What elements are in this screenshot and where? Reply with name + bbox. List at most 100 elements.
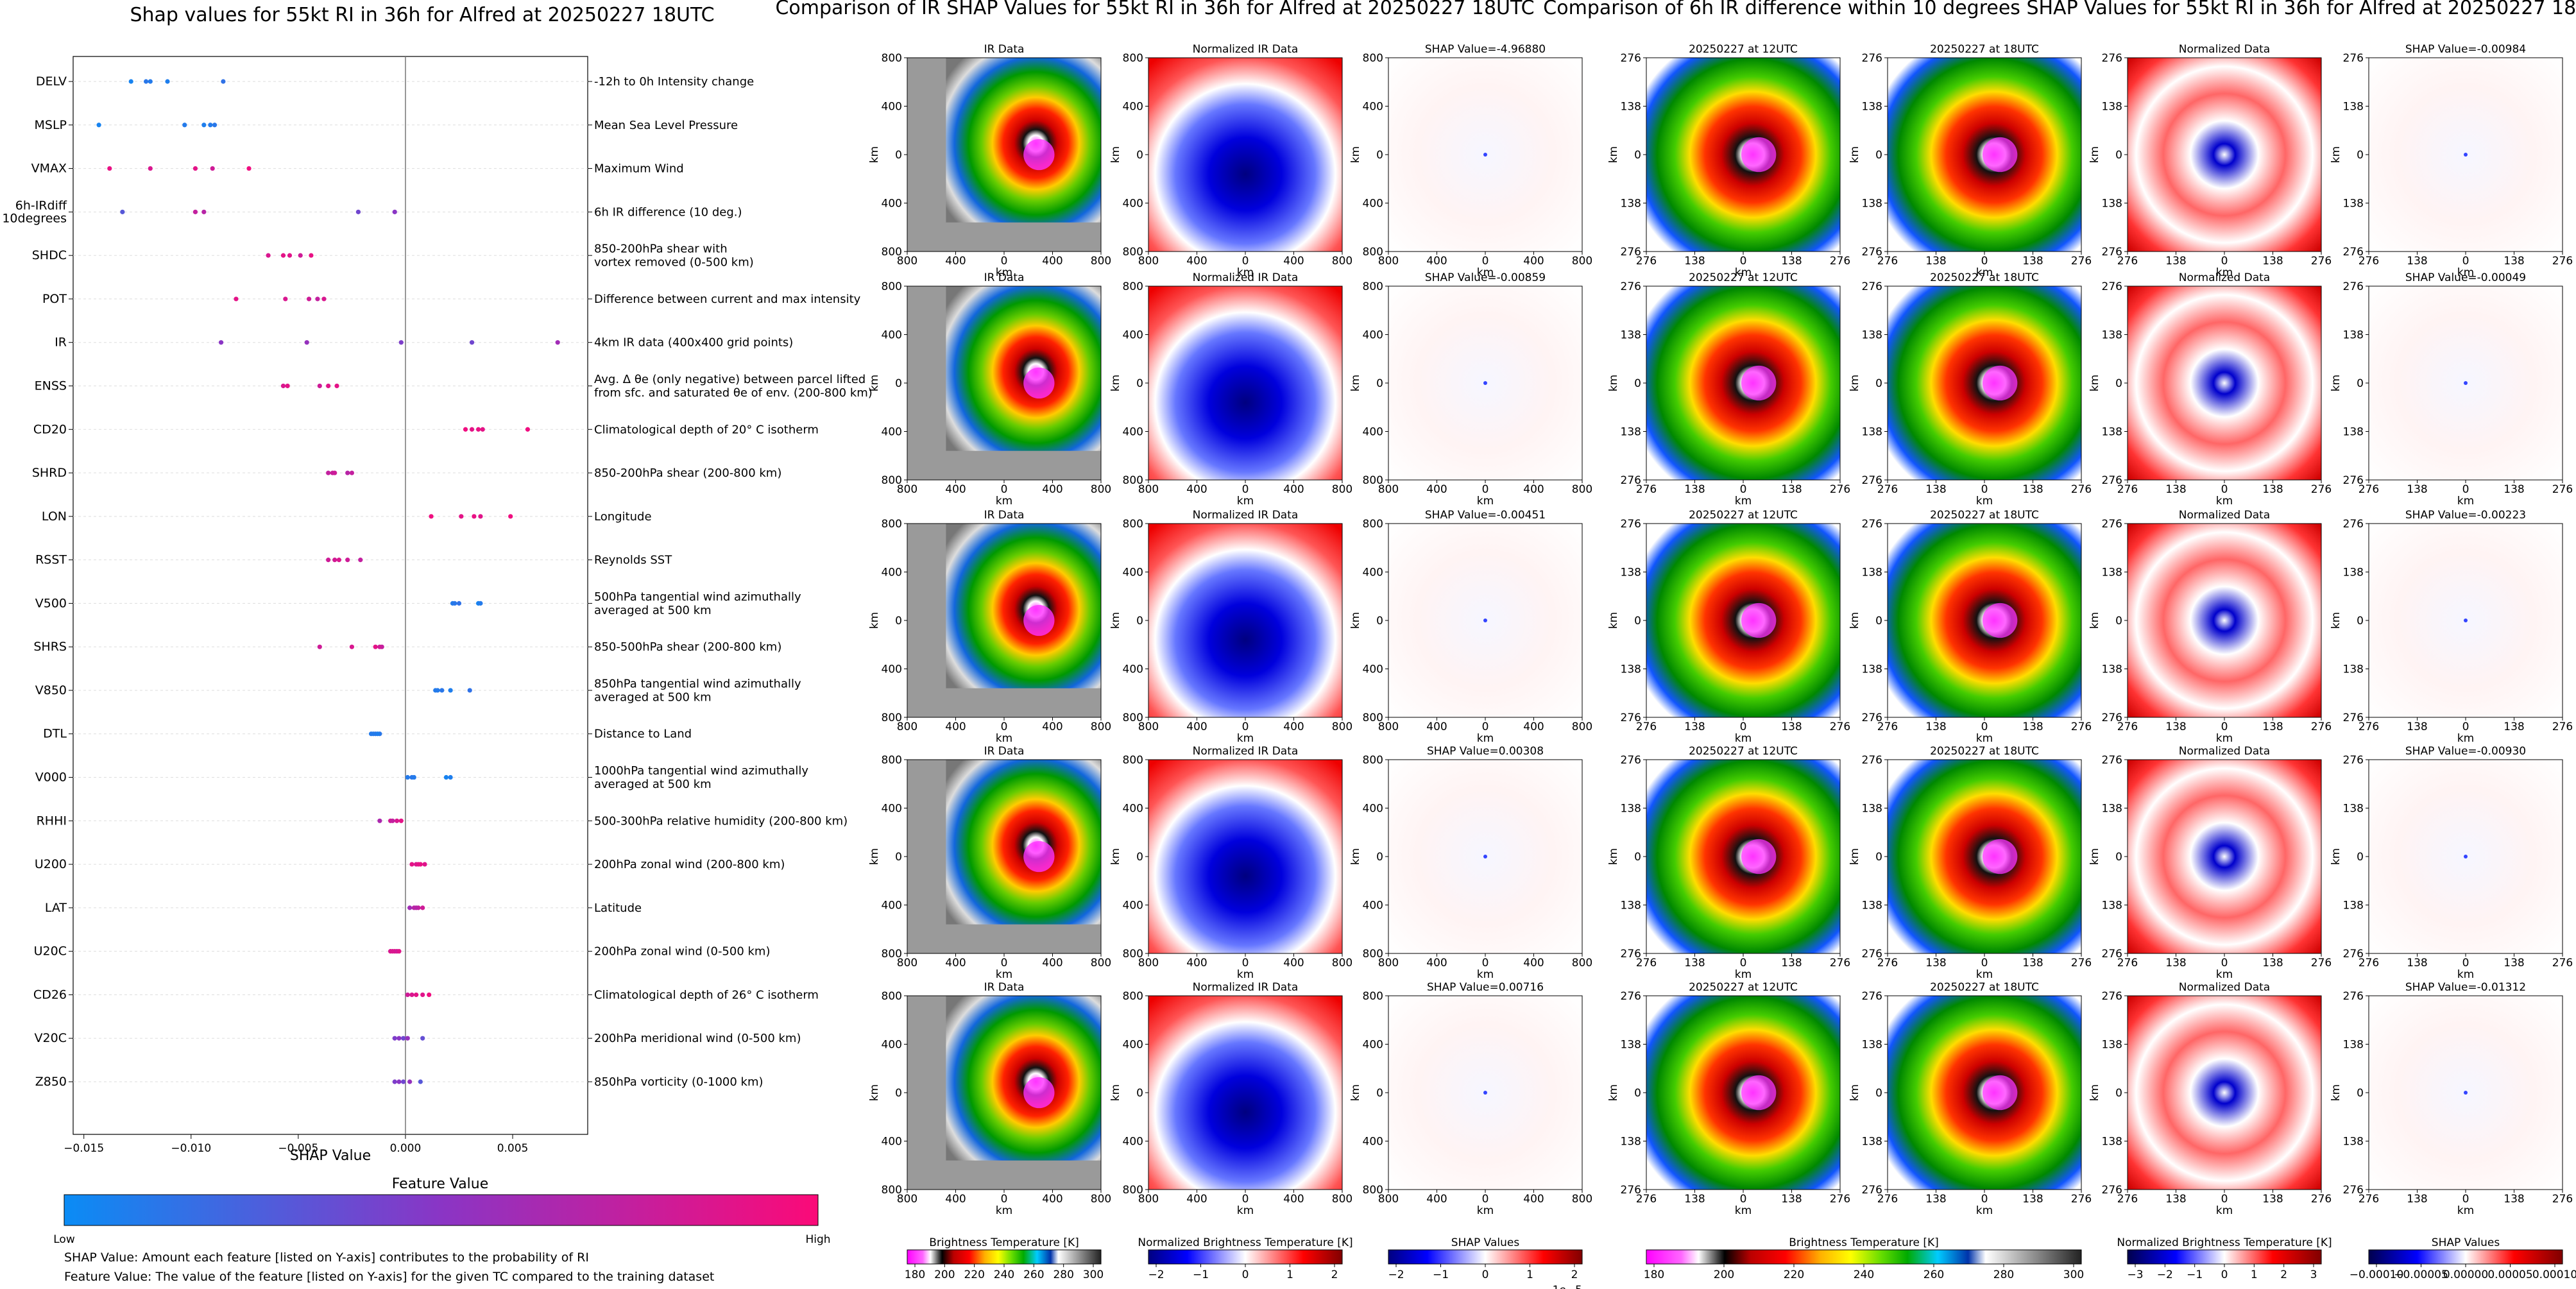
normalized-diff-panel-title: Normalized Data	[2179, 271, 2270, 284]
panel-x-tick-label: 400	[1523, 721, 1544, 733]
panel-y-tick-label: 0	[2357, 149, 2364, 162]
panel-y-tick-label: 400	[1123, 663, 1143, 676]
panel-y-axis-label: km	[2088, 848, 2101, 865]
colorbar-tick-label: 220	[1784, 1268, 1804, 1281]
panel-y-axis-label: km	[1607, 146, 1620, 163]
panel-x-tick-label: 400	[1426, 957, 1447, 969]
feature-description-label: Latitude	[594, 901, 642, 915]
panel-y-tick-label: 0	[1376, 149, 1383, 162]
panel-x-tick-label: 276	[2071, 255, 2092, 268]
panel-y-tick-label: 276	[1621, 712, 1641, 724]
panel-x-tick-label: 800	[897, 721, 917, 733]
panel-y-tick-label: 276	[1862, 474, 1882, 487]
panel-y-axis-label: km	[1349, 146, 1362, 163]
feature-name-label: V000	[35, 771, 67, 785]
shap-point	[192, 166, 198, 171]
colorbar-tick-label: 3	[2310, 1268, 2317, 1281]
panel-y-tick-label: 400	[1363, 803, 1383, 815]
shap-point	[463, 427, 468, 432]
shap-point	[201, 209, 207, 214]
panel-y-tick-label: 800	[882, 948, 902, 960]
panel-x-tick-label: 276	[2117, 721, 2138, 733]
panel-y-tick-label: 276	[2343, 712, 2364, 724]
panel-y-axis-label: km	[1848, 1084, 1861, 1101]
feature-description-label: 200hPa meridional wind (0-500 km)	[594, 1032, 801, 1045]
panel-x-tick-label: 400	[1042, 255, 1062, 268]
panel-y-tick-label: 800	[1123, 474, 1143, 487]
ir-shap-panel-title: SHAP Value=0.00308	[1427, 745, 1544, 758]
ir-shap-panel-title: SHAP Value=-0.00451	[1425, 509, 1546, 522]
shap-point	[332, 558, 337, 563]
panel-y-tick-label: 0	[895, 377, 902, 390]
panel-x-axis-label: km	[996, 732, 1012, 745]
panel-y-tick-label: 0	[895, 1087, 902, 1100]
panel-x-tick-label: 0	[2221, 721, 2228, 733]
feature-description-label: from sfc. and saturated θe of env. (200-…	[594, 386, 873, 400]
panel-x-tick-label: 0	[2462, 255, 2469, 268]
colorbar-low-label: Low	[53, 1233, 75, 1246]
shap-point	[212, 123, 218, 128]
shap-point	[345, 558, 350, 563]
panel-y-tick-label: 400	[1363, 1039, 1383, 1052]
panel-x-tick-label: 276	[1877, 1193, 1898, 1206]
shap-point	[182, 123, 187, 128]
colorbar-tick-label: 240	[994, 1268, 1014, 1281]
ir-12utc-panel-title: 20250227 at 12UTC	[1689, 981, 1798, 994]
shap-point	[469, 340, 475, 345]
panel-y-tick-label: 0	[1376, 1087, 1383, 1100]
shap-point	[148, 79, 153, 84]
shap-point	[397, 1079, 402, 1084]
panel-y-axis-label: km	[1349, 1084, 1362, 1101]
panel-x-tick-label: 800	[897, 255, 917, 268]
colorbar-tick-label: −2	[2157, 1268, 2173, 1281]
colorbar-tick-label: 0	[1242, 1268, 1249, 1281]
colorbar-tick-label: 300	[1083, 1268, 1104, 1281]
panel-x-axis-label: km	[1735, 1204, 1752, 1217]
panel-x-tick-label: 0	[2462, 721, 2469, 733]
ir-shap-panel-title: SHAP Value=0.00716	[1427, 981, 1544, 994]
ir-brightness-colorbar: Brightness Temperature [K] 180 200 220 240 26…	[905, 1236, 1104, 1281]
panel-x-tick-label: 276	[1830, 255, 1850, 268]
panel-y-tick-label: 400	[882, 198, 902, 210]
diff-shap-panel-title: SHAP Value=-0.00049	[2405, 271, 2526, 284]
shap-point	[422, 862, 427, 867]
panel-x-tick-label: 138	[1684, 255, 1705, 268]
colorbar-tick-label: −3	[2127, 1268, 2143, 1281]
panel-y-tick-label: 400	[1363, 198, 1383, 210]
panel-x-axis-label: km	[1735, 968, 1752, 981]
panel-x-tick-label: 276	[1830, 721, 1850, 733]
panel-x-tick-label: 276	[2117, 255, 2138, 268]
panel-x-axis-label: km	[2216, 1204, 2233, 1217]
panel-y-tick-label: 400	[1123, 101, 1143, 114]
panel-x-tick-label: 276	[2311, 957, 2332, 969]
panel-x-tick-label: 276	[2358, 1193, 2379, 1206]
shap-point	[317, 644, 322, 649]
shap-beeswarm-chart: Shap values for 55kt RI in 36h for Alfre…	[2, 4, 873, 1284]
shap-value-note: SHAP Value: Amount each feature [listed …	[64, 1251, 589, 1265]
colorbar-tick-label: −0.00005	[2394, 1268, 2448, 1281]
panel-x-tick-label: 138	[1781, 255, 1802, 268]
shap-point	[411, 774, 416, 780]
shap-point	[414, 905, 419, 910]
panel-y-tick-label: 138	[2343, 663, 2364, 676]
panel-y-tick-label: 400	[1363, 1136, 1383, 1148]
panel-x-tick-label: 138	[1925, 1193, 1946, 1206]
panel-y-axis-label: km	[1109, 146, 1122, 163]
ir-18utc-panel-title: 20250227 at 18UTC	[1930, 509, 2039, 522]
panel-y-tick-label: 400	[1123, 803, 1143, 815]
panel-x-tick-label: 800	[1138, 721, 1159, 733]
panel-y-tick-label: 138	[1862, 101, 1882, 114]
shap-point	[192, 209, 198, 214]
panel-x-tick-label: 276	[2552, 1193, 2573, 1206]
shap-point	[128, 79, 133, 84]
shap-point	[407, 905, 413, 910]
panel-y-tick-label: 0	[1634, 615, 1641, 627]
panel-x-tick-label: 276	[2071, 483, 2092, 496]
panel-y-tick-label: 276	[2102, 948, 2122, 960]
